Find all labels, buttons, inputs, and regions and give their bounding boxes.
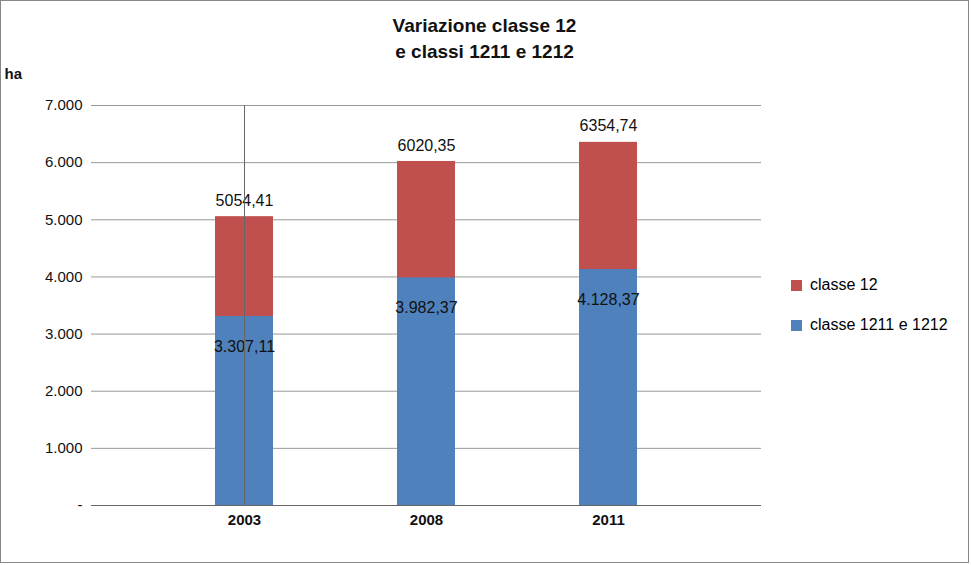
svg-text:6354,74: 6354,74 xyxy=(580,117,638,134)
svg-text:2.000: 2.000 xyxy=(45,382,83,399)
svg-text:ha: ha xyxy=(5,65,23,82)
html-text:classe 12: classe 12 xyxy=(810,276,878,293)
svg-text:-: - xyxy=(78,496,83,513)
svg-text:7.000: 7.000 xyxy=(45,96,83,113)
svg-text:2011: 2011 xyxy=(592,511,625,528)
svg-text:5.000: 5.000 xyxy=(45,211,83,228)
svg-text:1.000: 1.000 xyxy=(45,439,83,456)
svg-text:2003: 2003 xyxy=(228,511,261,528)
svg-text:3.307,11: 3.307,11 xyxy=(214,337,275,355)
svg-text:6020,35: 6020,35 xyxy=(398,137,456,154)
svg-text:3.982,37: 3.982,37 xyxy=(395,299,457,316)
svg-text:4.128,37: 4.128,37 xyxy=(577,291,639,308)
svg-text:5054,41: 5054,41 xyxy=(215,191,274,209)
html-text:Variazione classe 12 e classi: Variazione classe 12 e classi 1211 e 121… xyxy=(392,15,577,62)
svg-text:6.000: 6.000 xyxy=(45,153,83,170)
svg-text:4.000: 4.000 xyxy=(45,268,83,285)
svg-text:2008: 2008 xyxy=(410,511,443,528)
svg-text:3.000: 3.000 xyxy=(45,325,83,342)
html-text:classe 1211 e 1212: classe 1211 e 1212 xyxy=(810,316,948,333)
